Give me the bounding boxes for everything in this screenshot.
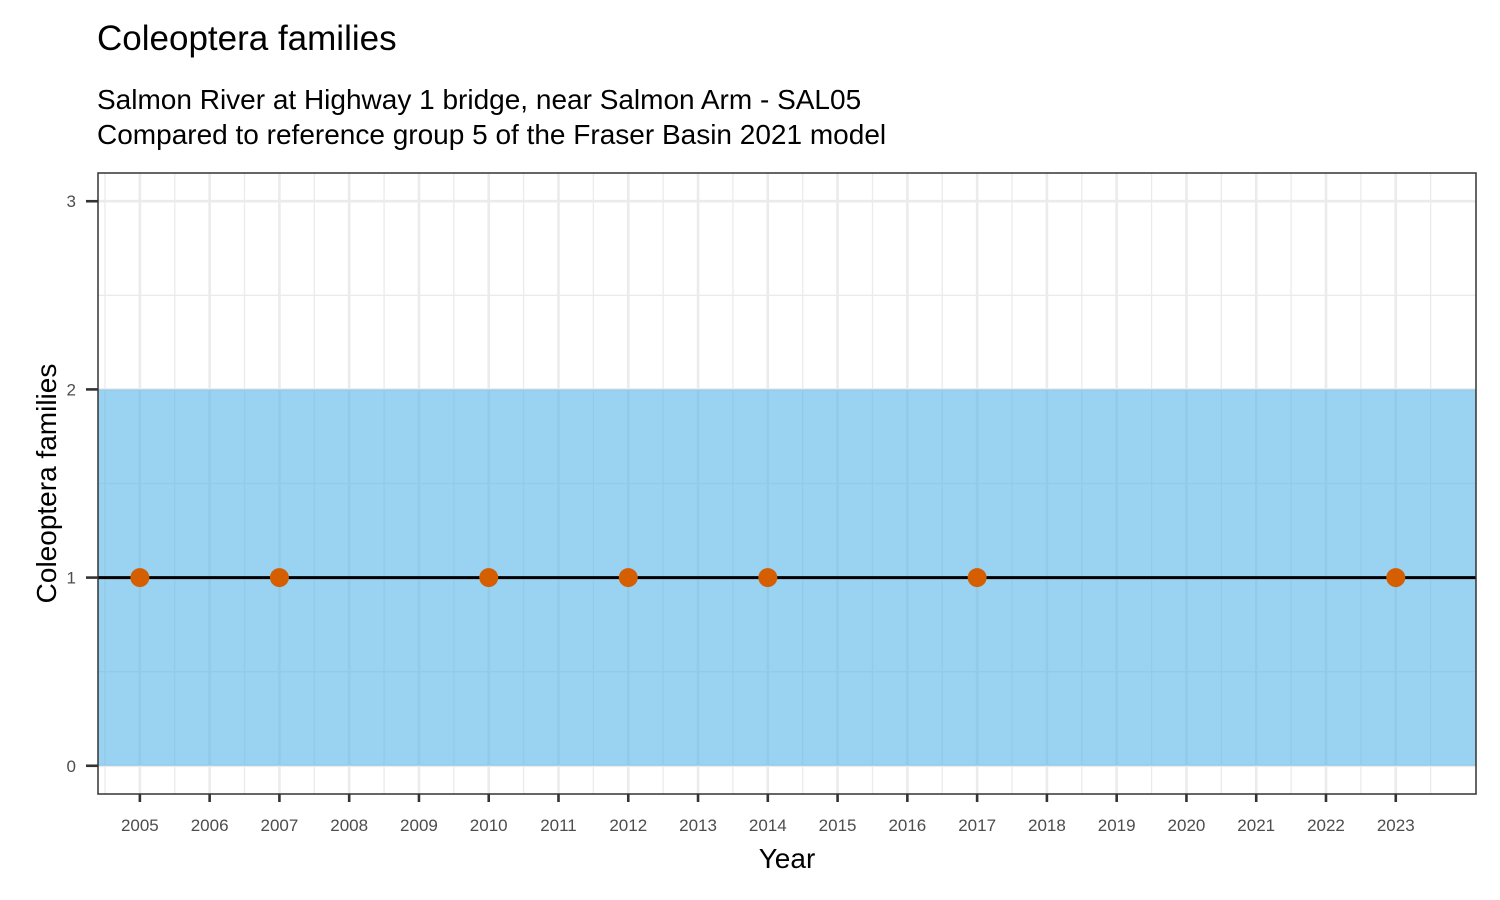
x-tick-label: 2008 [330, 816, 368, 835]
data-point [1386, 568, 1406, 588]
data-point [130, 568, 150, 588]
x-tick-label: 2005 [121, 816, 159, 835]
x-tick-label: 2018 [1028, 816, 1066, 835]
y-tick-label: 2 [67, 380, 76, 399]
x-tick-label: 2013 [679, 816, 717, 835]
x-tick-label: 2020 [1168, 816, 1206, 835]
x-tick-label: 2015 [819, 816, 857, 835]
x-tick-label: 2016 [888, 816, 926, 835]
x-axis-title: Year [759, 843, 816, 874]
y-axis-title: Coleoptera families [31, 364, 62, 604]
data-point [967, 568, 987, 588]
y-tick-label: 3 [67, 192, 76, 211]
chart-subtitle: Salmon River at Highway 1 bridge, near S… [97, 82, 886, 152]
data-point [269, 568, 289, 588]
x-tick-label: 2011 [540, 816, 577, 835]
y-tick-label: 0 [67, 757, 76, 776]
x-tick-label: 2010 [470, 816, 508, 835]
x-tick-label: 2014 [749, 816, 787, 835]
x-tick-label: 2017 [958, 816, 996, 835]
x-tick-label: 2019 [1098, 816, 1136, 835]
panel-border [97, 172, 1477, 795]
subtitle-line-2: Compared to reference group 5 of the Fra… [97, 119, 887, 150]
subtitle-line-1: Salmon River at Highway 1 bridge, near S… [97, 84, 862, 115]
data-point [618, 568, 638, 588]
data-point [479, 568, 499, 588]
x-tick-label: 2022 [1307, 816, 1345, 835]
data-point [758, 568, 778, 588]
data-layer [98, 568, 1476, 588]
y-tick-label: 1 [67, 569, 76, 588]
axes-layer: 2005 2006 2007 2008 2009 2010 2011 2012 2013 2014… [67, 192, 1415, 835]
x-tick-label: 2007 [260, 816, 298, 835]
x-tick-label: 2012 [609, 816, 647, 835]
x-tick-label: 2021 [1237, 816, 1275, 835]
x-tick-label: 2023 [1377, 816, 1415, 835]
x-tick-label: 2006 [191, 816, 229, 835]
chart-title: Coleoptera families [97, 19, 397, 58]
x-tick-label: 2009 [400, 816, 438, 835]
